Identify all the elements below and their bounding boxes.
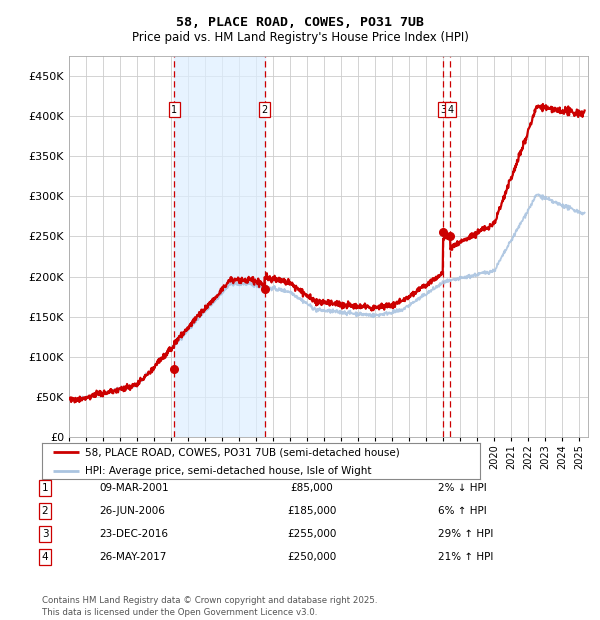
Text: 3: 3 [41,529,49,539]
Text: 2% ↓ HPI: 2% ↓ HPI [438,483,487,493]
Text: 2: 2 [262,105,268,115]
Text: £250,000: £250,000 [287,552,337,562]
Text: 09-MAR-2001: 09-MAR-2001 [99,483,169,493]
Text: £85,000: £85,000 [290,483,334,493]
Text: 3: 3 [440,105,446,115]
Text: £255,000: £255,000 [287,529,337,539]
Text: 29% ↑ HPI: 29% ↑ HPI [438,529,493,539]
Text: 23-DEC-2016: 23-DEC-2016 [99,529,168,539]
Text: £185,000: £185,000 [287,506,337,516]
Text: 1: 1 [171,105,178,115]
Text: Price paid vs. HM Land Registry's House Price Index (HPI): Price paid vs. HM Land Registry's House … [131,31,469,44]
Bar [175,56,265,437]
Text: 6% ↑ HPI: 6% ↑ HPI [438,506,487,516]
Text: HPI: Average price, semi-detached house, Isle of Wight: HPI: Average price, semi-detached house,… [85,466,371,476]
Text: 58, PLACE ROAD, COWES, PO31 7UB: 58, PLACE ROAD, COWES, PO31 7UB [176,16,424,29]
Text: 4: 4 [447,105,453,115]
Text: 58, PLACE ROAD, COWES, PO31 7UB (semi-detached house): 58, PLACE ROAD, COWES, PO31 7UB (semi-de… [85,448,400,458]
Text: 26-MAY-2017: 26-MAY-2017 [99,552,166,562]
Text: 2: 2 [41,506,49,516]
Text: 1: 1 [41,483,49,493]
Text: 21% ↑ HPI: 21% ↑ HPI [438,552,493,562]
Text: 4: 4 [41,552,49,562]
Text: 26-JUN-2006: 26-JUN-2006 [99,506,165,516]
Text: Contains HM Land Registry data © Crown copyright and database right 2025.
This d: Contains HM Land Registry data © Crown c… [42,596,377,617]
